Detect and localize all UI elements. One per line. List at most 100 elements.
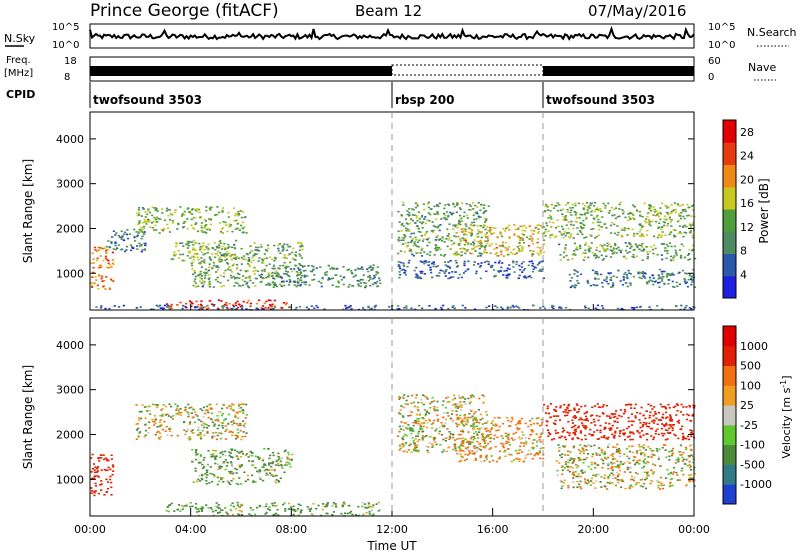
nave-label: Nave	[748, 61, 776, 74]
velocity-colorbar-label-main: Velocity [m s	[780, 387, 793, 458]
velocity-echo-region-5	[455, 416, 545, 463]
velocity-echo-region-6	[543, 403, 696, 441]
power-echo-region-2	[135, 206, 248, 234]
beam-title: Beam 12	[355, 2, 422, 20]
velocity-echo-region-3	[165, 501, 382, 517]
power-panel: 1000 2000 3000 4000 Slant Range [km] 4 8 12 16…	[21, 111, 771, 311]
noise-strip-frame	[89, 23, 695, 49]
freq-label: Freq.	[6, 55, 31, 66]
power-colorbar-bin-1	[723, 253, 736, 277]
nsearch-label: N.Search	[747, 26, 797, 39]
velocity-colorbar-bin-1	[723, 464, 736, 485]
power-colorbar-tick-0: 4	[740, 268, 747, 281]
velocity-colorbar-tick-6: -500	[740, 458, 765, 471]
velocity-ytick-label-2: 3000	[56, 384, 84, 397]
velocity-colorbar-label-sup: -1	[779, 380, 788, 388]
station-title: Prince George (fitACF)	[90, 1, 279, 21]
freq-unit-label: [MHz]	[4, 68, 33, 79]
power-ytick-label-1: 2000	[56, 222, 84, 235]
xtick-label-2: 08:00	[275, 523, 307, 536]
nsky-tick-low: 10^0	[52, 40, 79, 51]
velocity-colorbar: 1000 500 100 25 -25 -100 -500 -1000	[722, 325, 772, 505]
power-colorbar-tick-2: 12	[740, 221, 754, 234]
power-echo-region-10	[543, 201, 696, 239]
cpid-segment-label-0: twofsound 3503	[93, 93, 202, 107]
velocity-panel: 1000 2000 3000 4000 Slant Range [km] 1000 50…	[21, 317, 793, 517]
power-colorbar: 4 8 12 16 20 24 28	[722, 119, 754, 299]
velocity-y-axis: 1000 2000 3000 4000	[56, 339, 694, 486]
velocity-colorbar-label-close: ]	[780, 375, 793, 379]
xtick-label-3: 12:00	[376, 523, 408, 536]
power-colorbar-bin-4	[723, 186, 736, 210]
power-echo-region-11	[558, 242, 697, 262]
mode-change-lines	[391, 112, 544, 516]
power-echo-region-0	[90, 246, 115, 290]
xtick-label-1: 04:00	[175, 523, 207, 536]
nave-tick-high: 60	[708, 56, 721, 67]
x-axis-label: Time UT	[366, 539, 417, 553]
nsearch-tick-high: 10^5	[708, 22, 735, 33]
velocity-colorbar-bin-5	[723, 385, 736, 406]
velocity-ytick-label-0: 1000	[56, 473, 84, 486]
nsearch-tick-low: 10^0	[708, 40, 735, 51]
freq-block-1	[391, 64, 544, 76]
power-colorbar-bin-6	[723, 142, 736, 165]
power-colorbar-label: Power [dB]	[757, 178, 771, 243]
velocity-colorbar-tick-5: -100	[740, 439, 765, 452]
xtick-label-0: 00:00	[74, 523, 106, 536]
power-colorbar-bin-2	[723, 231, 736, 254]
freq-block-2	[543, 66, 694, 76]
velocity-colorbar-tick-3: 25	[740, 399, 754, 412]
velocity-colorbar-bin-4	[723, 405, 736, 426]
power-colorbar-bin-3	[723, 209, 736, 232]
noise-line	[89, 25, 695, 41]
time-axis: 00:00 04:00 08:00 12:00 16:00 20:00 00:00	[74, 304, 710, 536]
velocity-colorbar-label: Velocity [m s-1]	[779, 375, 793, 458]
freq-tick-low: 8	[64, 72, 70, 83]
cpid-label: CPID	[6, 88, 35, 101]
power-echo-region-12	[568, 268, 696, 289]
power-colorbar-bin-0	[723, 275, 736, 299]
cpid-segments: twofsound 3503 rbsp 200 twofsound 3503	[93, 82, 655, 108]
freq-tick-high: 18	[64, 56, 77, 67]
xtick-label-5: 20:00	[577, 523, 609, 536]
velocity-ytick-label-1: 2000	[56, 428, 84, 441]
power-colorbar-tick-1: 8	[740, 245, 747, 258]
power-scatter	[90, 201, 697, 311]
power-colorbar-tick-3: 16	[740, 197, 754, 210]
velocity-colorbar-bin-3	[723, 424, 736, 446]
power-echo-region-8	[455, 224, 546, 257]
power-ytick-label-3: 4000	[56, 133, 84, 146]
xtick-label-4: 16:00	[477, 523, 509, 536]
power-colorbar-bin-5	[723, 164, 736, 188]
noise-trace	[89, 25, 695, 41]
power-echo-region-6	[266, 264, 382, 289]
velocity-colorbar-bin-8	[723, 326, 736, 347]
power-colorbar-tick-4: 20	[740, 173, 754, 186]
velocity-echo-region-2	[191, 447, 294, 486]
power-y-axis-label: Slant Range [km]	[21, 159, 35, 263]
velocity-colorbar-bin-6	[723, 365, 736, 386]
power-colorbar-frame	[722, 119, 737, 299]
power-ytick-label-2: 3000	[56, 178, 84, 191]
velocity-colorbar-bin-7	[723, 345, 736, 367]
power-colorbar-tick-6: 28	[740, 126, 754, 139]
velocity-colorbar-tick-1: 500	[740, 360, 761, 373]
xtick-label-6: 00:00	[678, 523, 710, 536]
velocity-colorbar-tick-2: 100	[740, 379, 761, 392]
velocity-colorbar-frame	[722, 325, 737, 505]
freq-block-0	[90, 66, 392, 76]
velocity-colorbar-bin-0	[723, 484, 736, 505]
cpid-segment-label-2: twofsound 3503	[546, 93, 655, 107]
power-y-axis: 1000 2000 3000 4000	[56, 133, 694, 280]
power-ytick-label-0: 1000	[56, 267, 84, 280]
power-colorbar-tick-5: 24	[740, 150, 754, 163]
freq-trace	[90, 64, 694, 76]
velocity-y-axis-label: Slant Range [km]	[21, 365, 35, 469]
power-colorbar-bin-7	[723, 120, 736, 143]
nsky-tick-high: 10^5	[52, 22, 79, 33]
velocity-colorbar-tick-4: -25	[740, 419, 758, 432]
velocity-ytick-label-3: 4000	[56, 339, 84, 352]
velocity-scatter	[90, 394, 697, 517]
